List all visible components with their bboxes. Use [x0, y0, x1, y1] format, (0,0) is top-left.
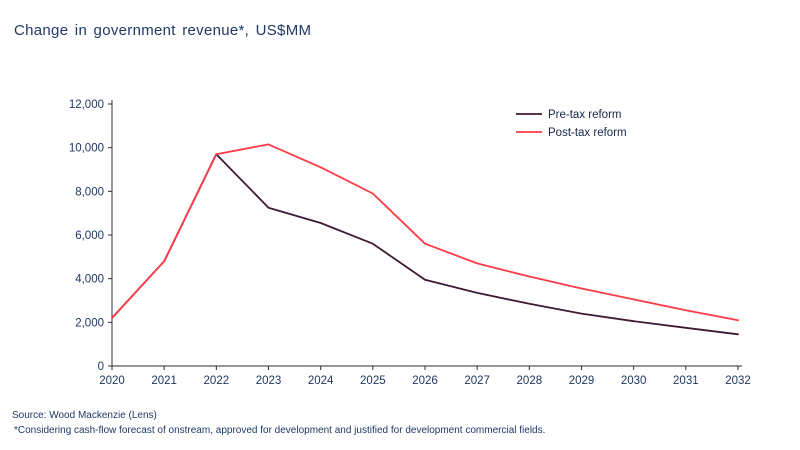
y-axis-label: 4,000	[75, 274, 104, 286]
x-axis-label: 2023	[256, 375, 282, 387]
y-axis-label: 6,000	[75, 230, 104, 242]
chart-canvas: 0 2,000 4,000 6,000 8,000 10,000 12,000 2020 202…	[69, 99, 751, 387]
source-note: Source: Wood Mackenzie (Lens) *Consideri…	[12, 408, 545, 438]
y-axis-label: 0	[98, 361, 104, 373]
page-title: Change in government revenue*, US$MM	[14, 22, 312, 39]
x-axis-label: 2024	[308, 375, 334, 387]
x-axis-label: 2020	[99, 375, 125, 387]
footnote-line: *Considering cash-flow forecast of onstr…	[14, 425, 546, 436]
legend-label: Pre-tax reform	[548, 109, 622, 121]
x-axis-label: 2025	[360, 375, 386, 387]
revenue-chart: 0 2,000 4,000 6,000 8,000 10,000 12,000 2020 202…	[0, 80, 800, 395]
y-axis-label: 8,000	[75, 186, 104, 198]
y-axis-label: 10,000	[69, 143, 104, 155]
y-axis-label: 2,000	[75, 317, 104, 329]
x-axis-label: 2030	[621, 375, 647, 387]
x-axis-label: 2028	[517, 375, 543, 387]
x-axis-label: 2032	[725, 375, 751, 387]
x-axis-label: 2027	[464, 375, 490, 387]
x-axis-label: 2029	[569, 375, 595, 387]
line-series-post-tax-reform	[111, 143, 739, 322]
x-axis-label: 2026	[412, 375, 438, 387]
source-line: Source: Wood Mackenzie (Lens)	[12, 410, 157, 421]
x-axis-label: 2022	[204, 375, 230, 387]
x-axis-label: 2021	[151, 375, 177, 387]
legend-label: Post-tax reform	[548, 127, 627, 139]
x-axis-label: 2031	[673, 375, 699, 387]
y-axis-label: 12,000	[69, 99, 104, 111]
